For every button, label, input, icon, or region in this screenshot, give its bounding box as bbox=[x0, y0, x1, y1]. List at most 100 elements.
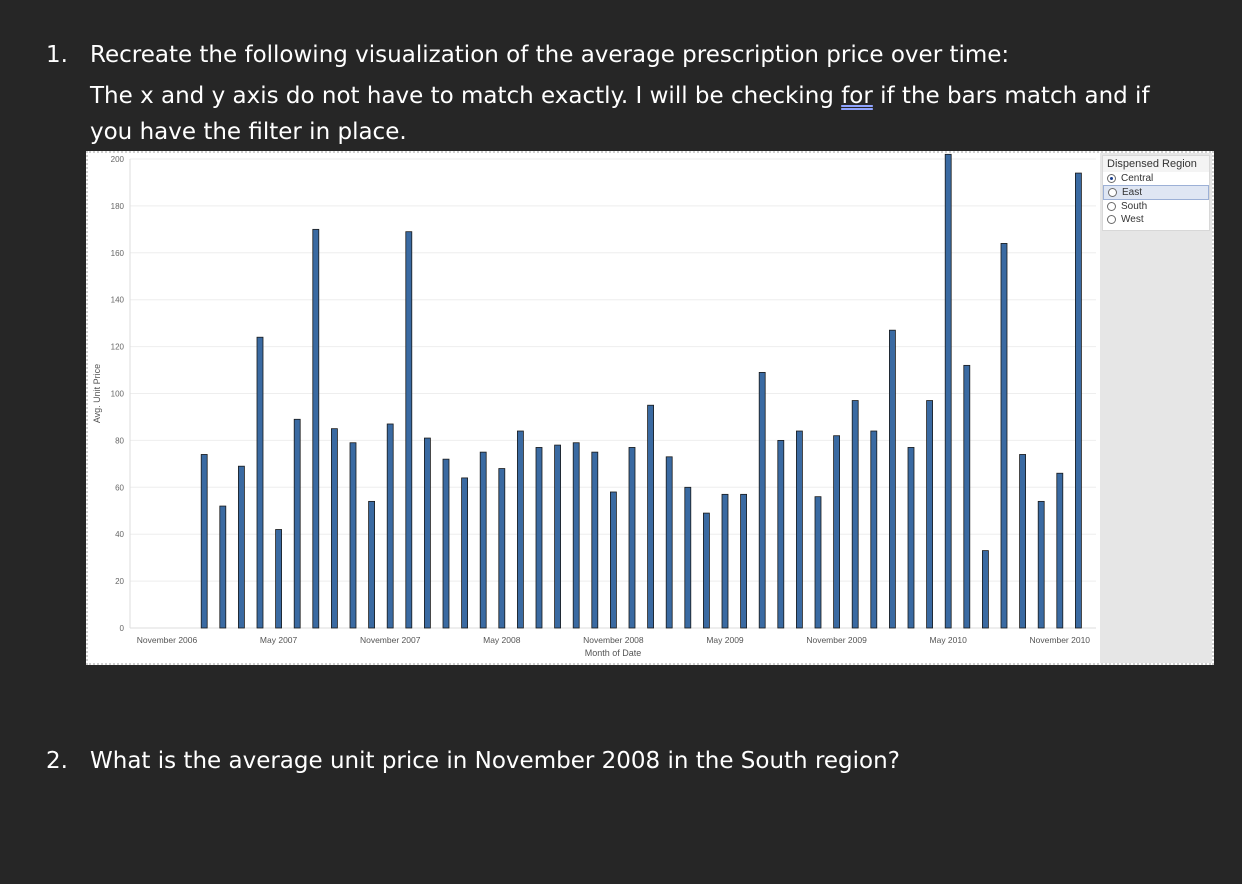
question-1-number: 1. bbox=[46, 42, 68, 68]
radio-button-icon[interactable] bbox=[1107, 174, 1116, 183]
bar-2009-12 bbox=[851, 400, 859, 629]
filter-option-label: West bbox=[1121, 214, 1144, 225]
bar-2007-09 bbox=[349, 442, 357, 629]
filter-option-label: East bbox=[1122, 187, 1143, 198]
bar-2008-08 bbox=[554, 444, 562, 629]
bar-2010-09 bbox=[1019, 454, 1026, 629]
bar-2007-11 bbox=[386, 423, 394, 629]
bar-2010-07 bbox=[982, 550, 989, 629]
bar-2010-01 bbox=[870, 430, 878, 629]
y-tick-label: 40 bbox=[115, 530, 124, 539]
y-tick-label: 160 bbox=[111, 249, 125, 258]
bar-2009-04 bbox=[703, 512, 710, 629]
filter-option-central[interactable]: Central bbox=[1103, 172, 1209, 185]
bar-2009-08 bbox=[777, 439, 785, 629]
radio-button-icon[interactable] bbox=[1107, 202, 1116, 211]
bar-2008-10 bbox=[591, 451, 599, 629]
y-axis-label: Avg. Unit Price bbox=[92, 364, 102, 423]
bar-2007-08 bbox=[330, 428, 338, 629]
bar-2008-01 bbox=[423, 437, 431, 629]
y-tick-label: 180 bbox=[111, 202, 125, 211]
bar-2007-02 bbox=[219, 505, 227, 629]
bar-2008-12 bbox=[628, 447, 636, 629]
question-2-number: 2. bbox=[46, 748, 68, 774]
bar-2009-07 bbox=[758, 371, 766, 629]
bar-2010-10 bbox=[1037, 500, 1045, 629]
bar-2010-04 bbox=[926, 400, 933, 629]
bar-2007-06 bbox=[293, 418, 301, 629]
x-axis-label: Month of Date bbox=[585, 648, 642, 658]
question-1-line-3: you have the filter in place. bbox=[90, 119, 407, 145]
x-tick-label: May 2008 bbox=[483, 635, 521, 645]
question-2: 2. What is the average unit price in Nov… bbox=[46, 748, 900, 784]
question-1-line-2-post: if the bars match and if bbox=[872, 83, 1150, 109]
bar-2007-01 bbox=[200, 454, 208, 629]
question-1-underlined-word: for bbox=[841, 83, 873, 109]
bar-2010-05 bbox=[944, 153, 952, 629]
y-tick-label: 120 bbox=[111, 343, 125, 352]
y-tick-label: 20 bbox=[115, 577, 124, 586]
bar-2009-03 bbox=[684, 486, 692, 629]
bar-2008-09 bbox=[572, 442, 580, 629]
x-tick-label: November 2009 bbox=[806, 635, 867, 645]
bar-2009-11 bbox=[833, 435, 840, 629]
x-tick-label: May 2007 bbox=[260, 635, 298, 645]
y-tick-label: 60 bbox=[115, 483, 124, 492]
question-1-line-1: Recreate the following visualization of … bbox=[90, 42, 1010, 68]
bar-2007-10 bbox=[368, 500, 376, 629]
bar-2009-06 bbox=[740, 493, 747, 629]
filter-option-west[interactable]: West bbox=[1103, 213, 1209, 226]
bar-2007-04 bbox=[256, 336, 264, 629]
bar-2007-12 bbox=[405, 231, 413, 629]
bar-2010-12 bbox=[1075, 172, 1082, 629]
region-filter: Dispensed Region Central East South West bbox=[1102, 155, 1210, 231]
x-tick-label: May 2010 bbox=[930, 635, 968, 645]
x-tick-label: November 2007 bbox=[360, 635, 421, 645]
bar-chart: 0 20 40 60 80 100 120 140 160 180 200 Avg. Unit Pri… bbox=[92, 153, 1096, 658]
y-tick-label: 200 bbox=[111, 155, 125, 164]
y-tick-label: 80 bbox=[115, 436, 124, 445]
filter-option-south[interactable]: South bbox=[1103, 200, 1209, 213]
x-tick-label: May 2009 bbox=[706, 635, 744, 645]
bar-2008-04 bbox=[479, 451, 487, 629]
bar-2009-02 bbox=[665, 456, 673, 629]
radio-button-icon[interactable] bbox=[1107, 215, 1116, 224]
y-tick-label: 100 bbox=[111, 390, 125, 399]
y-tick-label: 0 bbox=[120, 624, 125, 633]
filter-option-label: Central bbox=[1121, 173, 1154, 184]
bar-2008-03 bbox=[461, 477, 469, 629]
filter-option-label: South bbox=[1121, 201, 1148, 212]
bar-2010-08 bbox=[1000, 243, 1008, 629]
bar-2008-05 bbox=[498, 468, 506, 629]
bar-2010-06 bbox=[963, 364, 971, 629]
bar-2009-05 bbox=[721, 493, 729, 629]
bar-2010-03 bbox=[907, 447, 915, 629]
bar-2009-10 bbox=[814, 496, 822, 629]
filter-option-east[interactable]: East bbox=[1103, 185, 1209, 200]
filter-options: Central East South West bbox=[1103, 172, 1209, 226]
radio-button-icon[interactable] bbox=[1108, 188, 1117, 197]
bar-2008-02 bbox=[442, 458, 450, 629]
x-tick-label: November 2010 bbox=[1030, 635, 1091, 645]
chart-area: 0 20 40 60 80 100 120 140 160 180 200 Avg. Unit Pri… bbox=[88, 153, 1098, 663]
question-1-line-2-pre: The x and y axis do not have to match ex… bbox=[90, 83, 842, 109]
bar-2009-09 bbox=[796, 430, 803, 629]
question-2-text: What is the average unit price in Novemb… bbox=[90, 748, 900, 774]
bar-2010-11 bbox=[1056, 472, 1064, 629]
y-tick-label: 140 bbox=[111, 296, 125, 305]
bar-2007-07 bbox=[312, 228, 320, 629]
bar-2009-01 bbox=[647, 404, 654, 629]
bar-2010-02 bbox=[889, 329, 896, 629]
bar-2007-05 bbox=[275, 529, 283, 629]
question-1: 1. Recreate the following visualization … bbox=[46, 42, 1150, 150]
bar-2008-11 bbox=[610, 491, 617, 629]
bar-2007-03 bbox=[237, 465, 245, 629]
filter-panel: Dispensed Region Central East South West bbox=[1100, 153, 1212, 663]
x-tick-label: November 2006 bbox=[137, 635, 198, 645]
filter-title: Dispensed Region bbox=[1103, 156, 1209, 172]
bar-2008-06 bbox=[516, 430, 524, 629]
bar-2008-07 bbox=[535, 447, 543, 629]
question-1-line-2: The x and y axis do not have to match ex… bbox=[46, 78, 1150, 114]
x-tick-label: November 2008 bbox=[583, 635, 644, 645]
visualization-frame: 0 20 40 60 80 100 120 140 160 180 200 Avg. Unit Pri… bbox=[86, 151, 1214, 665]
